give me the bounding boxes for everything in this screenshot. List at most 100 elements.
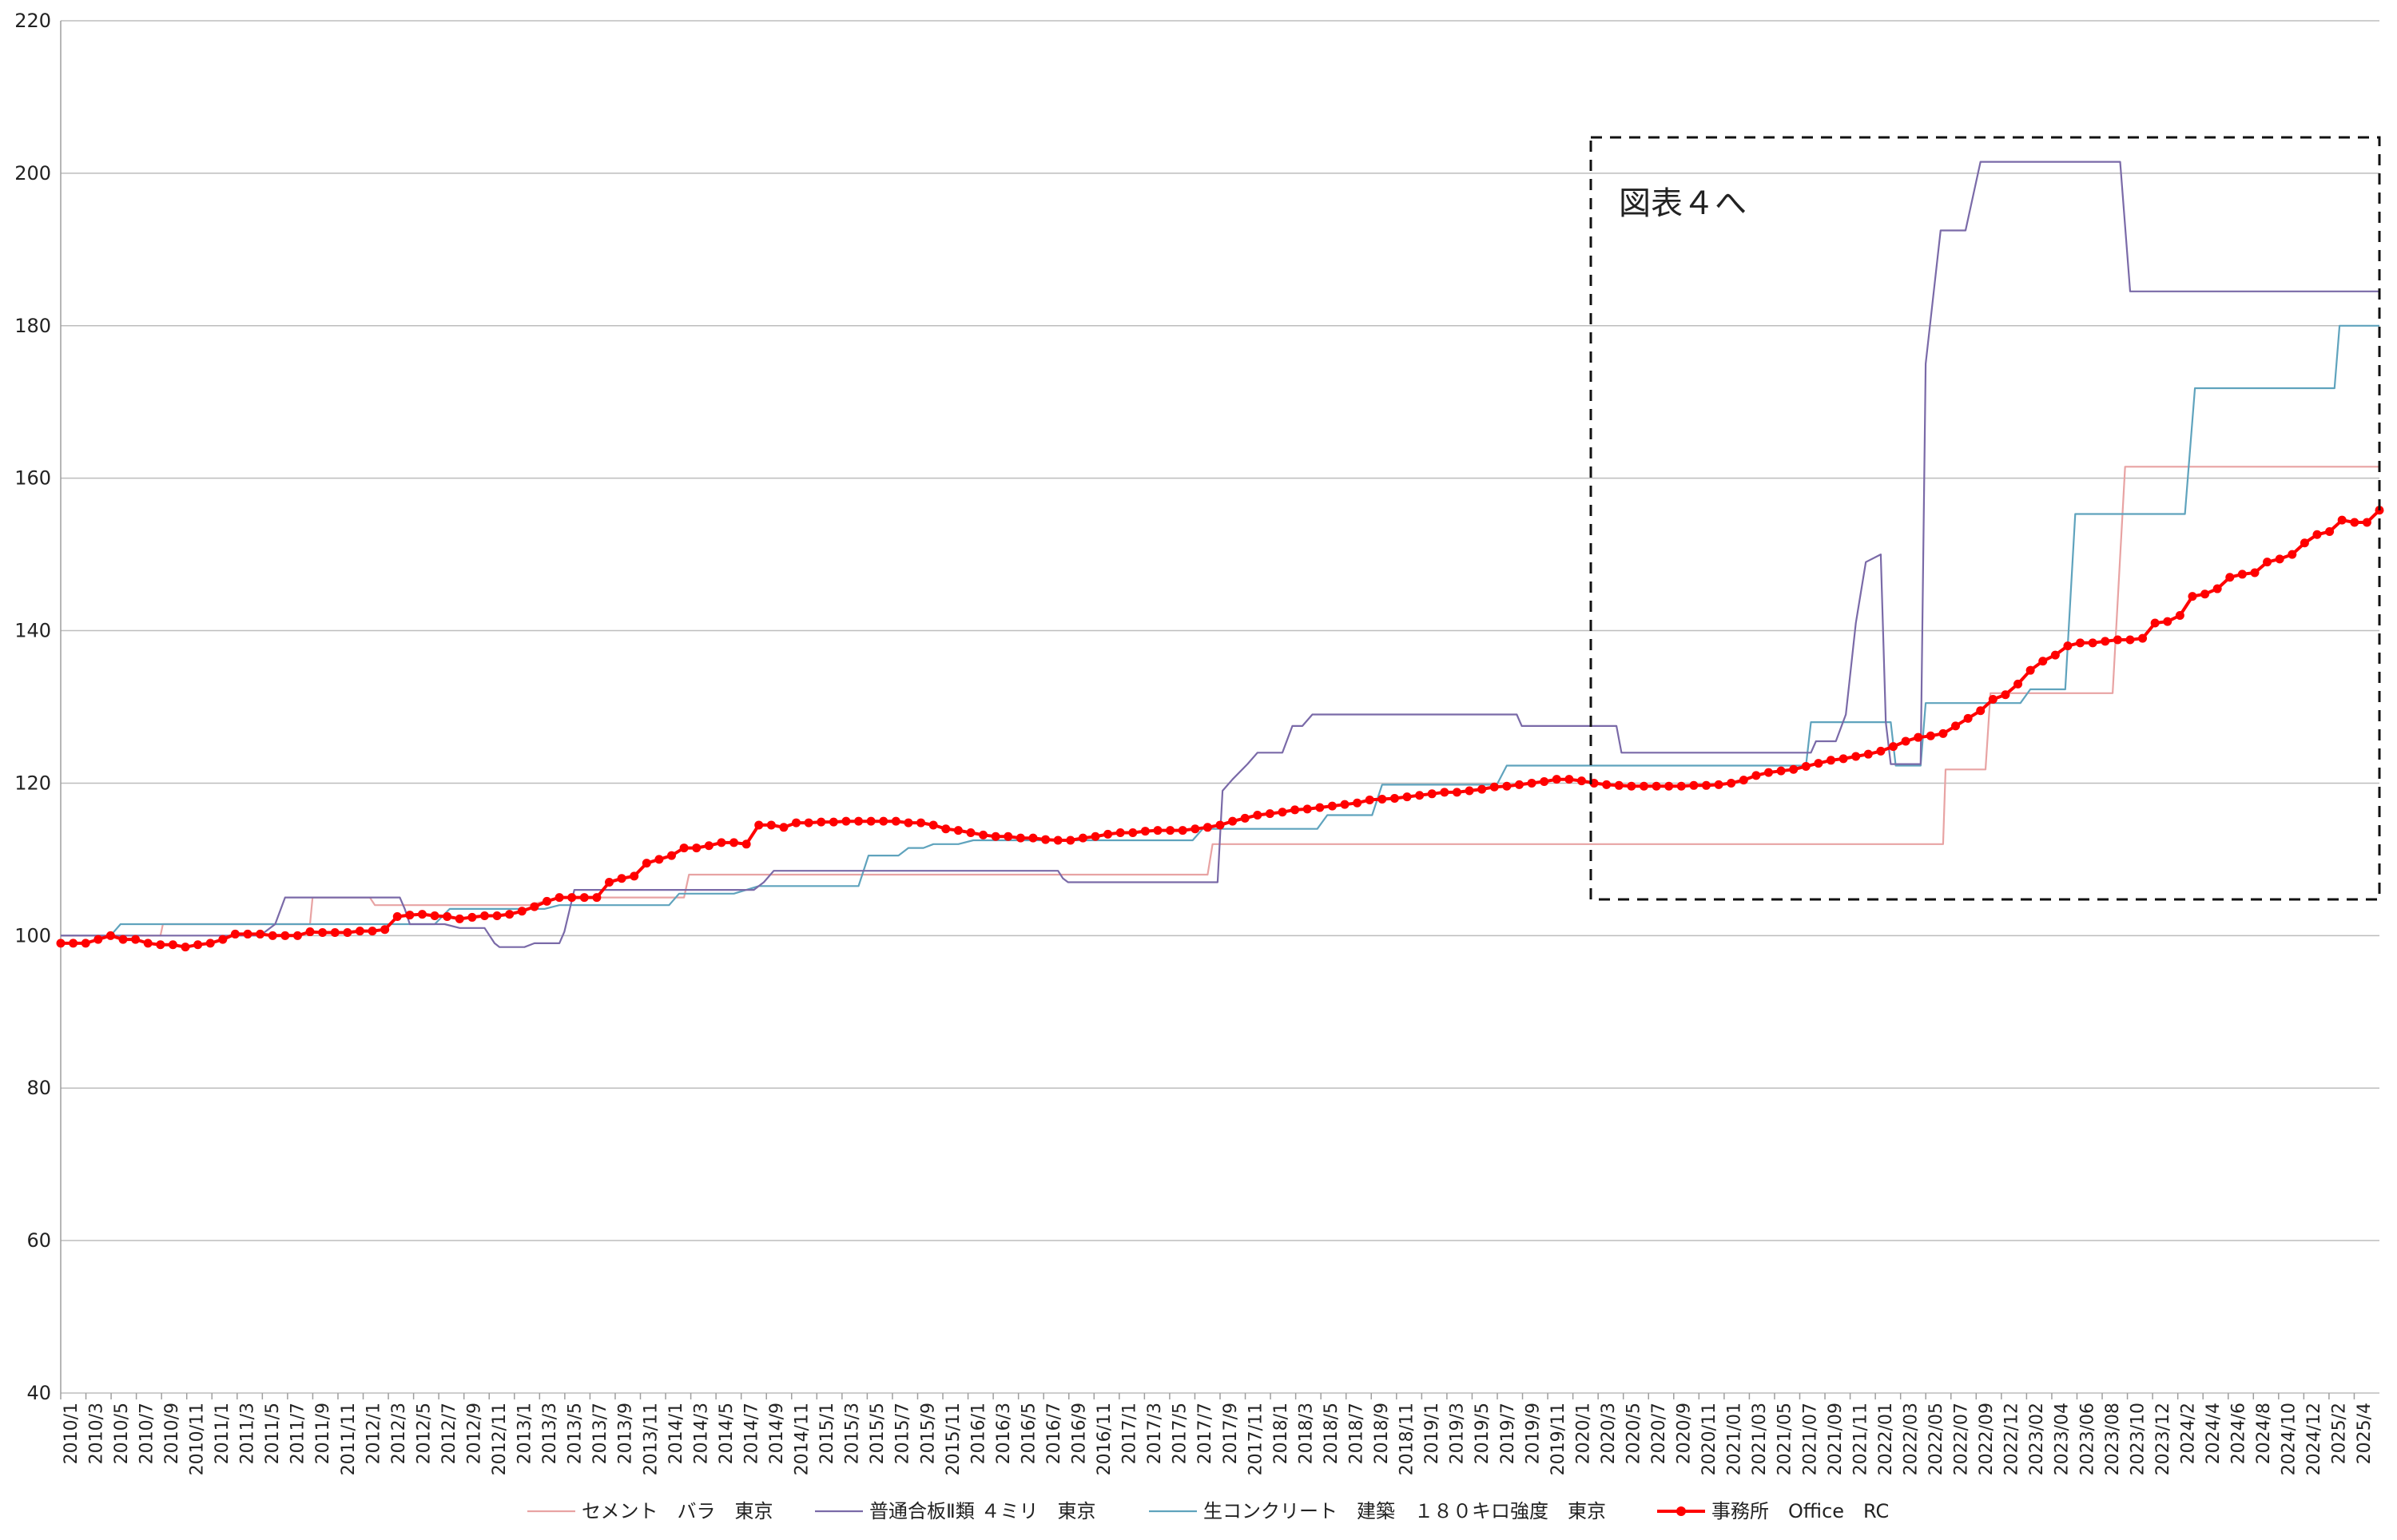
data-point [592,893,602,903]
data-point [1689,780,1699,790]
x-tick-label: 2024/4 [2204,1403,2224,1464]
data-point [2263,558,2272,567]
data-point [1614,780,1624,790]
data-point [1290,805,1300,815]
data-point [1664,781,1674,791]
x-tick-label: 2015/3 [843,1403,863,1464]
data-point [1191,824,1200,834]
y-tick-label: 80 [26,1077,51,1099]
data-point [1976,706,1986,716]
x-tick-label: 2014/11 [793,1403,813,1475]
data-point [2150,618,2160,628]
x-tick-label: 2020/3 [1599,1403,1619,1464]
x-tick-label: 2013/11 [641,1403,661,1475]
data-point [555,893,564,903]
data-point [1676,781,1686,791]
x-tick-label: 2022/01 [1876,1403,1896,1475]
data-point [1714,780,1723,789]
data-point [879,816,888,826]
data-point [2001,690,2010,700]
x-tick-label: 2016/5 [1019,1403,1039,1464]
data-point [455,914,464,923]
x-tick-label: 2021/07 [1800,1403,1820,1475]
data-point [1078,833,1087,843]
data-point [405,911,415,920]
y-tick-label: 160 [14,467,51,490]
data-point [1240,813,1250,823]
data-point [230,929,240,939]
data-point [2250,568,2260,578]
x-tick-label: 2017/11 [1246,1403,1266,1475]
data-point [1041,835,1051,844]
x-tick-label: 2025/4 [2355,1403,2375,1464]
data-point [1876,746,1886,756]
data-point [904,818,913,828]
data-point [916,818,926,828]
data-point [1166,826,1175,835]
legend-label: セメント バラ 東京 [582,1500,773,1522]
x-tick-label: 2012/9 [464,1403,484,1464]
data-point [131,935,141,944]
data-point [829,817,838,827]
x-tick-label: 2024/12 [2304,1403,2324,1475]
x-tick-label: 2019/3 [1448,1403,1468,1464]
x-tick-label: 2010/1 [62,1403,81,1464]
data-point [1066,835,1075,845]
data-point [181,943,190,952]
data-point [928,820,938,830]
data-point [2138,633,2148,643]
x-tick-label: 2018/5 [1322,1403,1342,1464]
x-tick-label: 2017/7 [1195,1403,1215,1464]
data-point [143,939,153,948]
data-point [392,911,402,921]
x-tick-label: 2013/9 [616,1403,636,1464]
x-tick-label: 2012/1 [364,1403,384,1464]
data-point [1576,776,1586,786]
data-point [792,818,801,828]
y-axis-ticks: 40 60 80 100 120 140 160 180 200 220 [14,10,51,1404]
x-tick-label: 2020/7 [1649,1403,1669,1464]
data-point [305,927,315,937]
data-point [318,928,328,938]
data-point [1178,826,1187,835]
data-point [1814,759,1823,768]
data-point [679,843,689,853]
x-tick-label: 2020/11 [1699,1403,1719,1475]
x-tick-label: 2015/5 [868,1403,888,1464]
data-point [1851,752,1861,761]
x-tick-label: 2016/11 [1095,1403,1115,1475]
x-tick-label: 2016/1 [968,1403,988,1464]
data-point [2312,530,2322,539]
data-point [1004,832,1013,841]
data-point [1465,786,1474,796]
data-point [343,928,352,938]
data-point [542,896,551,906]
data-point [330,928,340,938]
x-tick-label: 2021/05 [1775,1403,1795,1475]
data-point [2300,538,2309,548]
data-point [1564,775,1574,784]
data-point [1527,778,1536,788]
x-tick-label: 2019/7 [1498,1403,1518,1464]
data-point [1228,816,1238,826]
data-point [205,939,215,948]
data-point [1502,781,1512,791]
data-point [1627,781,1636,791]
data-point [1340,800,1350,809]
data-point [2325,526,2335,536]
x-tick-label: 2011/7 [288,1403,308,1464]
x-tick-label: 2011/1 [213,1403,233,1464]
x-tick-label: 2011/11 [339,1403,359,1475]
data-point [1926,731,1935,740]
data-point [941,824,951,834]
data-point [1901,736,1910,746]
data-point [1552,775,1561,784]
data-point [1514,780,1524,789]
data-point [2212,584,2222,593]
data-point [604,878,614,887]
x-tick-label: 2021/01 [1725,1403,1745,1475]
data-point [2337,515,2347,525]
data-point [2113,635,2122,645]
data-point [1763,768,1773,777]
data-point [2188,592,2197,601]
